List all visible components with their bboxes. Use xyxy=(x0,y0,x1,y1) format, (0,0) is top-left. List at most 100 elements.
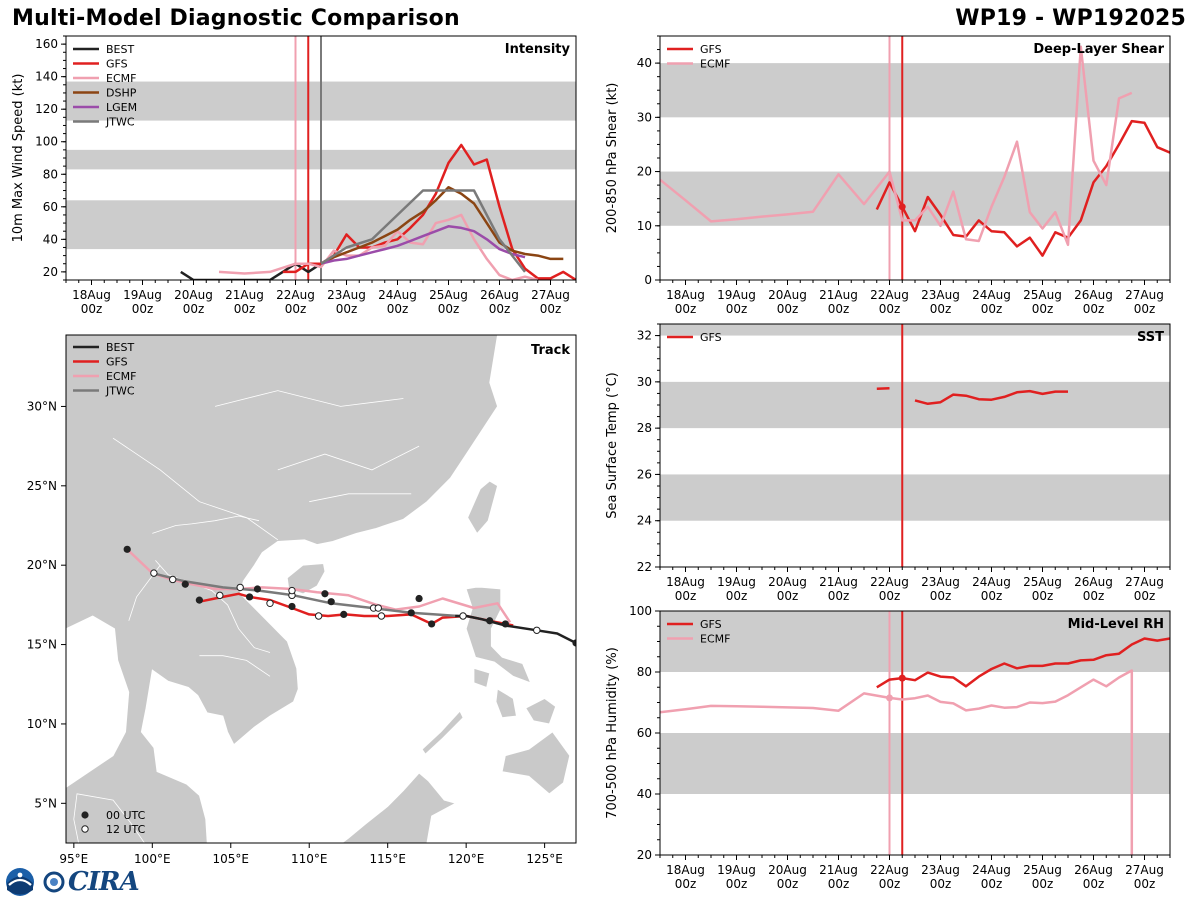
intensity-xtick-day: 18Aug xyxy=(72,288,111,302)
shear-xtick-hour: 00z xyxy=(981,302,1003,316)
land-mass xyxy=(421,710,464,755)
intensity-xtick-hour: 00z xyxy=(285,302,307,316)
rh-xtick-hour: 00z xyxy=(879,877,901,891)
sst-panel: 22242628303218Aug00z19Aug00z20Aug00z21Au… xyxy=(605,323,1171,603)
track-point-00utc xyxy=(501,620,509,628)
sst-band xyxy=(660,474,1170,521)
track-ytick-label: 15°N xyxy=(27,638,57,652)
intensity-legend-label-best: BEST xyxy=(106,43,134,56)
track-legend-marker-00utc xyxy=(81,811,89,819)
sst-xtick-hour: 00z xyxy=(1032,589,1054,603)
intensity-legend-label-ecmf: ECMF xyxy=(106,72,136,85)
shear-xtick-hour: 00z xyxy=(1083,302,1105,316)
rh-xtick-day: 27Aug xyxy=(1125,863,1164,877)
shear-xtick-hour: 00z xyxy=(930,302,952,316)
sst-xtick-hour: 00z xyxy=(777,589,799,603)
track-ytick-label: 25°N xyxy=(27,479,57,493)
intensity-ytick-label: 140 xyxy=(35,70,58,84)
intensity-legend-label-dshp: DSHP xyxy=(106,87,137,100)
track-point-12utc xyxy=(459,612,467,620)
track-panel-label: Track xyxy=(531,343,570,358)
sst-xtick-day: 27Aug xyxy=(1125,575,1164,589)
shear-xtick-day: 19Aug xyxy=(717,288,756,302)
intensity-xtick-hour: 00z xyxy=(336,302,358,316)
track-point-00utc xyxy=(340,610,348,619)
track-point-00utc xyxy=(327,598,335,606)
rh-panel-label: Mid-Level RH xyxy=(1068,617,1164,632)
intensity-xtick-day: 26Aug xyxy=(480,288,519,302)
sst-band xyxy=(660,381,1170,429)
shear-init-marker xyxy=(898,203,906,211)
shear-xtick-day: 22Aug xyxy=(870,288,909,302)
track-ytick-label: 30°N xyxy=(27,399,57,413)
track-point-00utc xyxy=(181,580,189,588)
track-point-12utc xyxy=(150,569,158,577)
intensity-xtick-hour: 00z xyxy=(489,302,511,316)
shear-plot-area xyxy=(660,36,1170,280)
shear-xtick-hour: 00z xyxy=(879,302,901,316)
track-point-00utc xyxy=(253,585,262,593)
track-ytick-label: 5°N xyxy=(34,796,57,810)
rh-ytick-label: 60 xyxy=(637,726,652,740)
sst-plot-area xyxy=(660,324,1170,567)
track-ytick-label: 10°N xyxy=(27,717,57,731)
storm-id-title: WP19 - WP192025 xyxy=(955,6,1186,31)
sst-xtick-day: 20Aug xyxy=(768,575,807,589)
cira-swirl-icon xyxy=(43,871,65,893)
intensity-xtick-hour: 00z xyxy=(438,302,460,316)
sst-xtick-day: 24Aug xyxy=(972,575,1011,589)
track-point-12utc xyxy=(169,575,177,584)
intensity-xtick-hour: 00z xyxy=(132,302,154,316)
sst-xtick-hour: 00z xyxy=(675,589,697,603)
shear-xtick-hour: 00z xyxy=(726,302,748,316)
intensity-legend-label-jtwc: JTWC xyxy=(105,116,135,129)
sst-xtick-hour: 00z xyxy=(981,589,1003,603)
shear-ytick-label: 40 xyxy=(637,56,652,70)
intensity-series-dshp xyxy=(320,186,564,265)
track-xtick-label: 110°E xyxy=(291,852,328,866)
shear-xtick-day: 23Aug xyxy=(921,288,960,302)
track-legend-label-ecmf: ECMF xyxy=(106,370,136,383)
intensity-xtick-hour: 00z xyxy=(81,302,103,316)
rh-xtick-hour: 00z xyxy=(981,877,1003,891)
land-mass xyxy=(66,335,498,843)
sst-xtick-day: 18Aug xyxy=(666,575,705,589)
sst-ytick-label: 32 xyxy=(637,329,652,343)
land-mass xyxy=(73,793,145,843)
admin-border xyxy=(112,437,279,541)
shear-ytick-label: 10 xyxy=(637,219,652,233)
land-mass xyxy=(495,688,517,719)
sst-xtick-day: 19Aug xyxy=(717,575,756,589)
sst-xtick-hour: 00z xyxy=(726,589,748,603)
intensity-xtick-day: 20Aug xyxy=(174,288,213,302)
intensity-series-ecmf xyxy=(218,213,539,280)
intensity-series-best xyxy=(180,262,322,280)
track-point-12utc xyxy=(216,591,224,600)
sst-ytick-label: 28 xyxy=(637,421,652,435)
track-point-12utc xyxy=(236,583,244,592)
intensity-plot-area xyxy=(66,36,576,280)
sst-xtick-day: 26Aug xyxy=(1074,575,1113,589)
intensity-legend-label-lgem: LGEM xyxy=(106,101,137,114)
track-point-00utc xyxy=(407,609,415,617)
sst-series-gfs xyxy=(914,389,1068,406)
shear-xtick-day: 21Aug xyxy=(819,288,858,302)
shear-xtick-hour: 00z xyxy=(675,302,697,316)
shear-xtick-day: 24Aug xyxy=(972,288,1011,302)
rh-band xyxy=(660,611,1170,672)
shear-xtick-hour: 00z xyxy=(828,302,850,316)
intensity-series-jtwc xyxy=(320,189,526,273)
rh-ytick-label: 100 xyxy=(629,604,652,618)
track-point-00utc xyxy=(288,602,296,611)
shear-xtick-hour: 00z xyxy=(1032,302,1054,316)
track-point-12utc xyxy=(374,604,382,612)
intensity-xtick-hour: 00z xyxy=(183,302,205,316)
intensity-ytick-label: 40 xyxy=(43,232,58,246)
track-legend-label-best: BEST xyxy=(106,341,134,354)
rh-band xyxy=(660,733,1170,794)
track-point-00utc xyxy=(123,545,131,553)
rh-xtick-day: 24Aug xyxy=(972,863,1011,877)
intensity-ylabel: 10m Max Wind Speed (kt) xyxy=(11,74,26,243)
track-xtick-label: 120°E xyxy=(448,852,485,866)
shear-xtick-day: 25Aug xyxy=(1023,288,1062,302)
